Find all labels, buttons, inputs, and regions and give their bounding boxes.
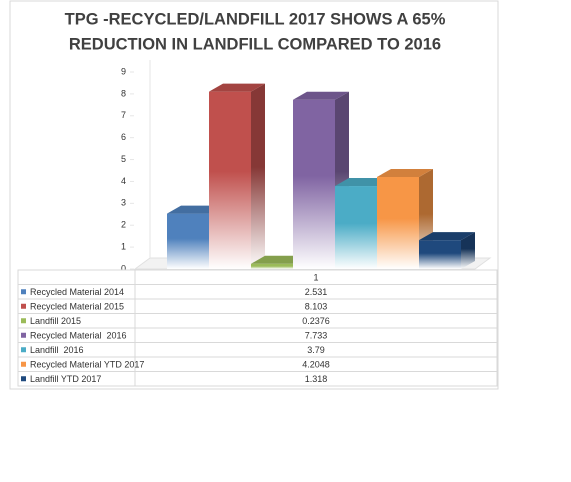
legend-swatch bbox=[21, 289, 26, 295]
bar-top bbox=[419, 232, 475, 241]
table-value: 8.103 bbox=[305, 302, 328, 312]
legend-label: Recycled Material 2015 bbox=[30, 302, 124, 312]
table-value: 4.2048 bbox=[302, 360, 330, 370]
legend-swatch bbox=[21, 376, 26, 382]
bar bbox=[335, 186, 377, 269]
bar bbox=[377, 176, 419, 269]
legend-swatch bbox=[21, 303, 26, 309]
y-tick-label: 5 bbox=[121, 154, 126, 164]
table-value: 3.79 bbox=[307, 345, 325, 355]
y-tick-label: 6 bbox=[121, 132, 126, 142]
bar-side bbox=[461, 232, 475, 269]
bar-top bbox=[209, 83, 265, 92]
chart-title: TPG -RECYCLED/LANDFILL 2017 SHOWS A 65% bbox=[65, 10, 446, 28]
legend-swatch bbox=[21, 332, 26, 338]
table-value: 1.318 bbox=[305, 374, 328, 384]
y-tick-label: 3 bbox=[121, 198, 126, 208]
legend-swatch bbox=[21, 347, 26, 353]
legend-swatch bbox=[21, 361, 26, 367]
bar bbox=[251, 263, 293, 269]
table-value: 2.531 bbox=[305, 287, 328, 297]
bar bbox=[293, 99, 335, 270]
table-value: 0.2376 bbox=[302, 316, 330, 326]
y-tick-label: 1 bbox=[121, 241, 126, 251]
legend-label: Recycled Material 2016 bbox=[30, 331, 127, 341]
bar-top bbox=[377, 168, 433, 177]
table-header: 1 bbox=[313, 273, 318, 283]
y-tick-label: 9 bbox=[121, 66, 126, 76]
bar bbox=[419, 240, 461, 269]
legend-label: Landfill 2016 bbox=[30, 345, 84, 355]
legend-swatch bbox=[21, 318, 26, 324]
legend-label: Recycled Material YTD 2017 bbox=[30, 360, 144, 370]
bar-top bbox=[293, 91, 349, 100]
y-tick-label: 2 bbox=[121, 220, 126, 230]
y-tick-label: 4 bbox=[121, 176, 126, 186]
table-value: 7.733 bbox=[305, 331, 328, 341]
legend-label: Landfill YTD 2017 bbox=[30, 374, 101, 384]
y-tick-label: 7 bbox=[121, 110, 126, 120]
bar bbox=[209, 91, 251, 269]
bar-side bbox=[251, 83, 265, 269]
chart-title: REDUCTION IN LANDFILL COMPARED TO 2016 bbox=[69, 35, 441, 53]
bar bbox=[167, 213, 209, 269]
y-tick-label: 8 bbox=[121, 88, 126, 98]
y-tick-label: 0 bbox=[121, 263, 126, 273]
legend-label: Recycled Material 2014 bbox=[30, 287, 124, 297]
legend-label: Landfill 2015 bbox=[30, 316, 81, 326]
